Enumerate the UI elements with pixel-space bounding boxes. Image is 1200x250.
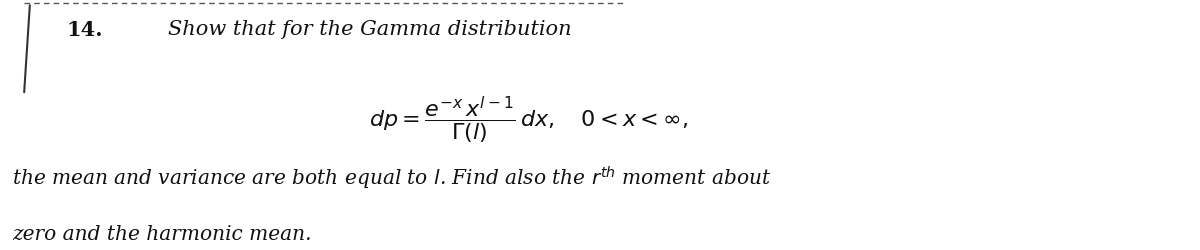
Text: Show that for the Gamma distribution: Show that for the Gamma distribution: [168, 20, 571, 39]
Text: $\,$: $\,$: [354, 225, 356, 244]
Text: zero and the harmonic mean.: zero and the harmonic mean.: [12, 225, 312, 244]
Text: the mean and variance are both equal to $l$. Find also the $r^{th}$ moment about: the mean and variance are both equal to …: [12, 165, 772, 192]
Text: $dp = \dfrac{e^{-x}\, x^{l-1}}{\Gamma(l)}\, dx, \quad 0 < x < \infty,$: $dp = \dfrac{e^{-x}\, x^{l-1}}{\Gamma(l)…: [368, 95, 688, 146]
Text: 14.: 14.: [66, 20, 103, 40]
